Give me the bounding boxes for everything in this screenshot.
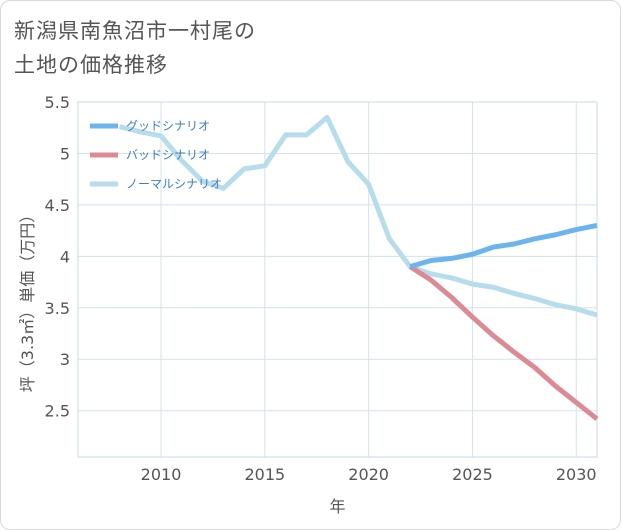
legend-label-good: グッドシナリオ <box>126 119 210 133</box>
chart-title-line-1: 新潟県南魚沼市一村尾の <box>14 19 256 43</box>
y-tick-label: 4.5 <box>45 196 70 215</box>
y-tick-label: 5.5 <box>45 93 70 112</box>
chart-title: 新潟県南魚沼市一村尾の 土地の価格推移 <box>14 14 256 82</box>
y-tick-label: 3 <box>60 350 70 369</box>
series-layer <box>118 114 599 421</box>
legend-label-bad: バッドシナリオ <box>126 148 210 162</box>
y-tick-label: 4 <box>60 247 70 266</box>
y-axis-title: 坪（3.3㎡）単価（万円） <box>18 207 37 392</box>
y-axis-ticks: 2.5 3 3.5 4 4.5 5 5.5 <box>45 93 70 421</box>
legend-label-normal: ノーマルシナリオ <box>126 177 222 191</box>
series-line-bad <box>408 264 599 421</box>
series-line-good <box>409 223 598 270</box>
x-tick-label: 2020 <box>348 465 389 484</box>
x-tick-label: 2015 <box>244 465 285 484</box>
x-axis-ticks: 2010 2015 2020 2025 2030 <box>141 465 597 484</box>
series-line-normal <box>118 114 598 318</box>
x-tick-label: 2025 <box>452 465 493 484</box>
chart-title-line-2: 土地の価格推移 <box>14 53 168 77</box>
plot-border <box>77 101 598 458</box>
x-axis-title: 年 <box>329 497 345 516</box>
x-tick-label: 2030 <box>556 465 597 484</box>
x-tick-label: 2010 <box>141 465 182 484</box>
y-tick-label: 3.5 <box>45 299 70 318</box>
y-tick-label: 5 <box>60 144 70 163</box>
y-tick-label: 2.5 <box>45 402 70 421</box>
